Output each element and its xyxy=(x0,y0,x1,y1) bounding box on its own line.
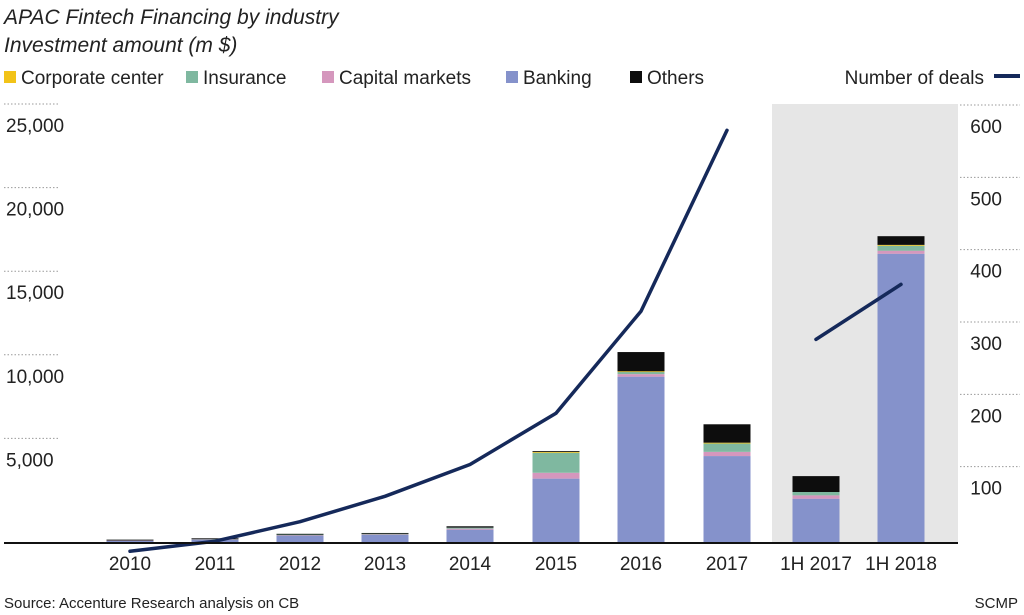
bar-corporate_center-1H-2018 xyxy=(877,244,925,246)
bar-banking-2010 xyxy=(106,540,154,543)
bar-insurance-1H-2018 xyxy=(877,245,925,251)
deals-line-half-year xyxy=(814,282,903,342)
bar-others-1H-2018 xyxy=(877,236,925,245)
y-left-tick-20000: 20,000 xyxy=(6,200,64,221)
bar-insurance-2015 xyxy=(532,452,580,473)
legend-swatch-insurance xyxy=(186,71,198,83)
y-left-tick-5000: 5,000 xyxy=(6,450,54,471)
source-note: Source: Accenture Research analysis on C… xyxy=(4,595,299,612)
y-right-tick-400: 400 xyxy=(970,262,1002,283)
bar-capital_markets-2012 xyxy=(276,534,324,536)
bar-banking-1H-2018 xyxy=(877,253,925,543)
y-right-tick-200: 200 xyxy=(970,406,1002,427)
y-left-tick-25000: 25,000 xyxy=(6,116,64,137)
legend-label-corporate_center: Corporate center xyxy=(21,68,164,89)
bar-stack-2010 xyxy=(106,539,154,543)
bar-insurance-2013 xyxy=(361,533,409,535)
bar-insurance-2014 xyxy=(446,527,494,529)
bar-others-1H-2017 xyxy=(792,476,840,493)
bar-others-2012 xyxy=(276,533,324,535)
bar-capital_markets-1H-2018 xyxy=(877,250,925,254)
bar-corporate_center-2016 xyxy=(617,371,665,373)
y-right-tick-300: 300 xyxy=(970,334,1002,355)
bar-banking-2013 xyxy=(361,534,409,543)
bar-others-2017 xyxy=(703,424,751,443)
legend-label-capital_markets: Capital markets xyxy=(339,68,471,89)
x-tick-2015: 2015 xyxy=(535,554,577,575)
bar-banking-2015 xyxy=(532,478,580,543)
half-year-highlight-band xyxy=(772,104,958,543)
bar-insurance-2016 xyxy=(617,371,665,375)
x-tick-2016: 2016 xyxy=(620,554,662,575)
x-tick-2011: 2011 xyxy=(195,554,236,575)
credit-label: SCMP xyxy=(975,595,1018,612)
bar-stack-1H-2017 xyxy=(792,476,840,543)
legend-label-others: Others xyxy=(647,68,704,89)
bar-corporate_center-2017 xyxy=(703,442,751,444)
chart-title: APAC Fintech Financing by industry xyxy=(2,6,340,29)
bar-capital_markets-2013 xyxy=(361,534,409,535)
x-tick-2014: 2014 xyxy=(449,554,492,575)
x-tick-2017: 2017 xyxy=(706,554,748,575)
legend-swatch-corporate_center xyxy=(4,71,16,83)
legend-swatch-banking xyxy=(506,71,518,83)
right-axis-ticks: 100 200 300 400 500 600 xyxy=(970,117,1002,500)
gridlines xyxy=(4,103,1020,468)
bar-stack-2016 xyxy=(617,352,665,543)
bar-stack-2017 xyxy=(703,424,751,543)
x-tick-2010: 2010 xyxy=(109,554,151,575)
bar-capital_markets-2017 xyxy=(703,451,751,457)
bar-capital_markets-2016 xyxy=(617,374,665,377)
y-right-tick-600: 600 xyxy=(970,117,1002,138)
x-tick-1H-2018: 1H 2018 xyxy=(865,554,937,575)
bar-banking-1H-2017 xyxy=(792,498,840,543)
bar-others-2014 xyxy=(446,526,494,528)
bar-banking-2012 xyxy=(276,535,324,543)
deals-line-annual xyxy=(128,128,729,554)
bar-others-2015 xyxy=(532,451,580,452)
legend-label-banking: Banking xyxy=(523,68,592,89)
bars xyxy=(106,236,925,543)
left-axis-ticks: 5,000 10,000 15,000 20,000 25,000 xyxy=(6,116,64,471)
x-tick-2013: 2013 xyxy=(364,554,406,575)
bar-others-2013 xyxy=(361,532,409,534)
bar-stack-2012 xyxy=(276,533,324,543)
bar-stack-1H-2018 xyxy=(877,236,925,543)
deal-lines xyxy=(128,128,903,554)
bar-stack-2014 xyxy=(446,526,494,543)
bar-insurance-2012 xyxy=(276,534,324,536)
legend-swatch-capital_markets xyxy=(322,71,334,83)
bar-capital_markets-2014 xyxy=(446,528,494,530)
bar-others-2016 xyxy=(617,352,665,372)
legend-label-insurance: Insurance xyxy=(203,68,286,89)
legend: Corporate center Insurance Capital markets… xyxy=(4,68,704,89)
line-legend-label: Number of deals xyxy=(845,68,984,89)
chart-subtitle: Investment amount (m $) xyxy=(4,34,237,57)
bar-insurance-1H-2017 xyxy=(792,492,840,496)
x-tick-2012: 2012 xyxy=(279,554,321,575)
bar-stack-2013 xyxy=(361,532,409,543)
bar-stack-2015 xyxy=(532,451,580,543)
bar-capital_markets-1H-2017 xyxy=(792,495,840,499)
bar-others-2010 xyxy=(106,539,154,541)
bar-banking-2014 xyxy=(446,529,494,543)
bar-banking-2016 xyxy=(617,376,665,543)
legend-swatch-others xyxy=(630,71,642,83)
y-left-tick-15000: 15,000 xyxy=(6,283,64,304)
bar-capital_markets-2015 xyxy=(532,472,580,479)
y-right-tick-500: 500 xyxy=(970,189,1002,210)
x-tick-1H-2017: 1H 2017 xyxy=(780,554,852,575)
bar-banking-2017 xyxy=(703,456,751,543)
bar-corporate_center-2015 xyxy=(532,451,580,453)
bar-insurance-2017 xyxy=(703,443,751,452)
bar-others-2011 xyxy=(191,538,239,540)
y-left-tick-10000: 10,000 xyxy=(6,367,64,388)
x-axis-ticks: 2010 2011 2012 2013 2014 2015 2016 2017 1H 2017 1… xyxy=(109,554,937,575)
y-right-tick-100: 100 xyxy=(970,479,1002,500)
